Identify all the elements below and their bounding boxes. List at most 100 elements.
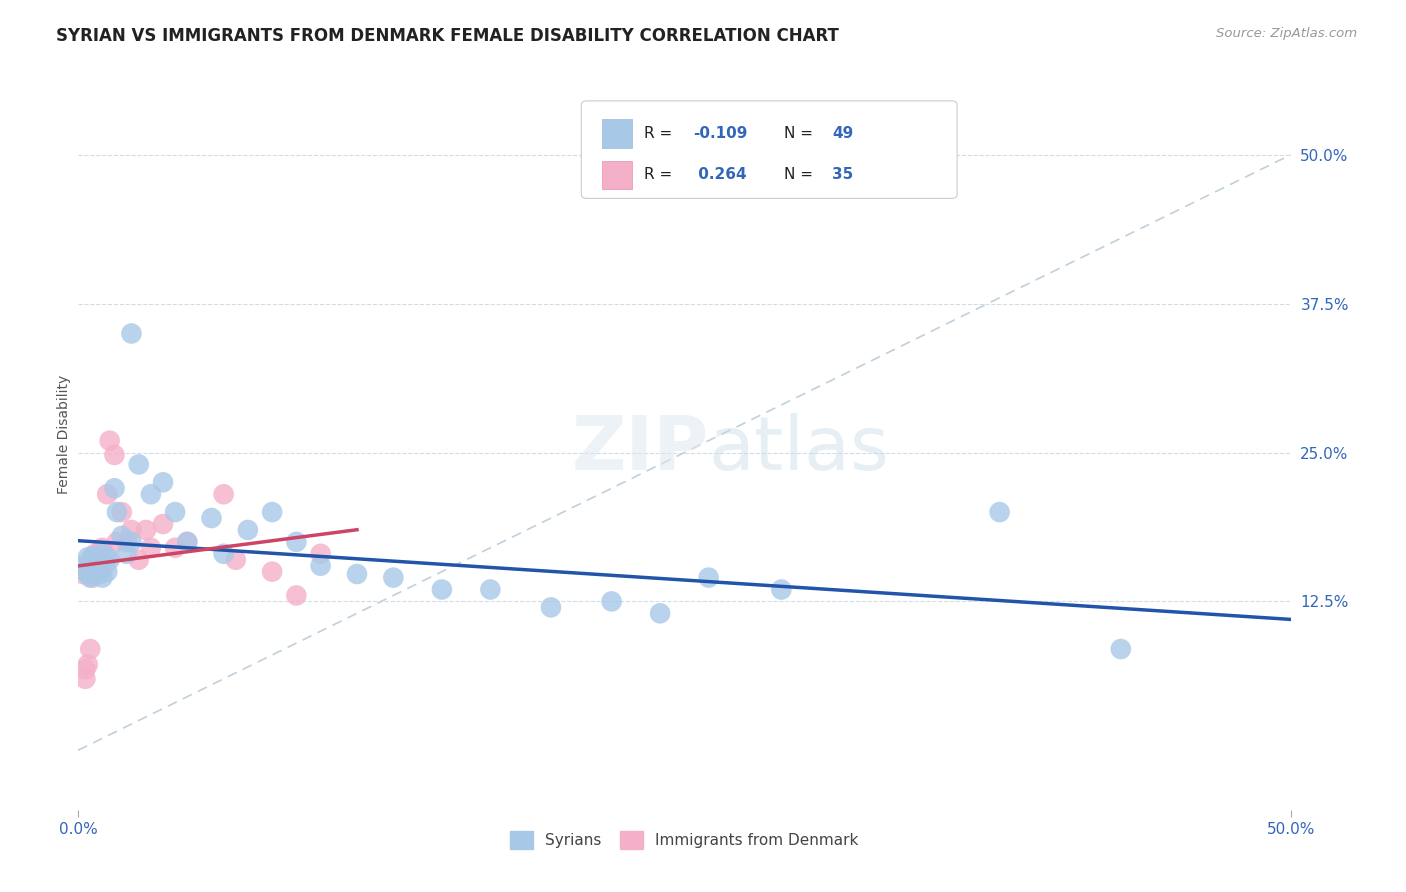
FancyBboxPatch shape	[602, 161, 633, 189]
Point	[89, 550, 111, 565]
Point	[152, 475, 174, 490]
Point	[309, 547, 332, 561]
Point	[382, 571, 405, 585]
Point	[84, 567, 107, 582]
Point	[75, 662, 97, 676]
Point	[94, 558, 117, 573]
Point	[89, 558, 111, 573]
Point	[76, 550, 98, 565]
Point	[84, 547, 107, 561]
Text: atlas: atlas	[709, 413, 890, 486]
Text: N =: N =	[783, 168, 818, 182]
Point	[262, 565, 284, 579]
Point	[76, 657, 98, 672]
Text: SYRIAN VS IMMIGRANTS FROM DENMARK FEMALE DISABILITY CORRELATION CHART: SYRIAN VS IMMIGRANTS FROM DENMARK FEMALE…	[56, 27, 839, 45]
Text: R =: R =	[644, 168, 678, 182]
Point	[115, 547, 138, 561]
Point	[176, 534, 198, 549]
Point	[91, 571, 114, 585]
Point	[91, 541, 114, 555]
Text: -0.109: -0.109	[693, 126, 747, 141]
Point	[165, 541, 187, 555]
Point	[121, 523, 143, 537]
Point	[152, 516, 174, 531]
Point	[75, 672, 97, 686]
Point	[105, 534, 128, 549]
Point	[212, 487, 235, 501]
Point	[111, 529, 134, 543]
Point	[98, 434, 121, 448]
Point	[225, 553, 247, 567]
Text: 49: 49	[832, 126, 853, 141]
Point	[82, 565, 104, 579]
Point	[79, 558, 101, 573]
Point	[82, 549, 104, 563]
Point	[86, 565, 108, 579]
FancyBboxPatch shape	[602, 120, 633, 148]
Point	[89, 567, 111, 582]
Point	[82, 550, 104, 565]
Point	[103, 448, 125, 462]
Point	[128, 553, 150, 567]
Point	[479, 582, 502, 597]
FancyBboxPatch shape	[581, 101, 957, 198]
Point	[84, 565, 107, 579]
Legend: Syrians, Immigrants from Denmark: Syrians, Immigrants from Denmark	[505, 825, 865, 855]
Point	[430, 582, 453, 597]
Point	[98, 553, 121, 567]
Point	[91, 547, 114, 561]
Point	[165, 505, 187, 519]
Point	[285, 589, 308, 603]
Point	[212, 547, 235, 561]
Point	[103, 481, 125, 495]
Point	[86, 550, 108, 565]
Point	[86, 555, 108, 569]
Point	[121, 326, 143, 341]
Point	[236, 523, 259, 537]
Point	[1109, 642, 1132, 657]
Point	[79, 555, 101, 569]
Point	[135, 523, 157, 537]
Point	[600, 594, 623, 608]
Point	[72, 558, 94, 573]
Text: Source: ZipAtlas.com: Source: ZipAtlas.com	[1216, 27, 1357, 40]
Text: R =: R =	[644, 126, 678, 141]
Point	[648, 607, 671, 621]
Point	[72, 567, 94, 582]
Point	[111, 505, 134, 519]
Point	[82, 571, 104, 585]
Point	[96, 565, 118, 579]
Point	[86, 567, 108, 582]
Point	[770, 582, 793, 597]
Point	[200, 511, 222, 525]
Point	[115, 534, 138, 549]
Point	[262, 505, 284, 519]
Y-axis label: Female Disability: Female Disability	[58, 375, 72, 494]
Point	[91, 553, 114, 567]
Point	[79, 567, 101, 582]
Point	[285, 534, 308, 549]
Point	[309, 558, 332, 573]
Point	[84, 550, 107, 565]
Point	[139, 487, 162, 501]
Text: ZIP: ZIP	[571, 413, 709, 486]
Point	[176, 534, 198, 549]
Point	[988, 505, 1011, 519]
Point	[79, 642, 101, 657]
Point	[96, 550, 118, 565]
Text: N =: N =	[783, 126, 818, 141]
Point	[346, 567, 368, 582]
Text: 0.264: 0.264	[693, 168, 747, 182]
Point	[540, 600, 562, 615]
Point	[128, 458, 150, 472]
Point	[697, 571, 720, 585]
Point	[139, 541, 162, 555]
Point	[94, 553, 117, 567]
Point	[84, 558, 107, 573]
Point	[76, 567, 98, 582]
Point	[79, 571, 101, 585]
Point	[105, 505, 128, 519]
Point	[96, 487, 118, 501]
Text: 35: 35	[832, 168, 853, 182]
Point	[121, 534, 143, 549]
